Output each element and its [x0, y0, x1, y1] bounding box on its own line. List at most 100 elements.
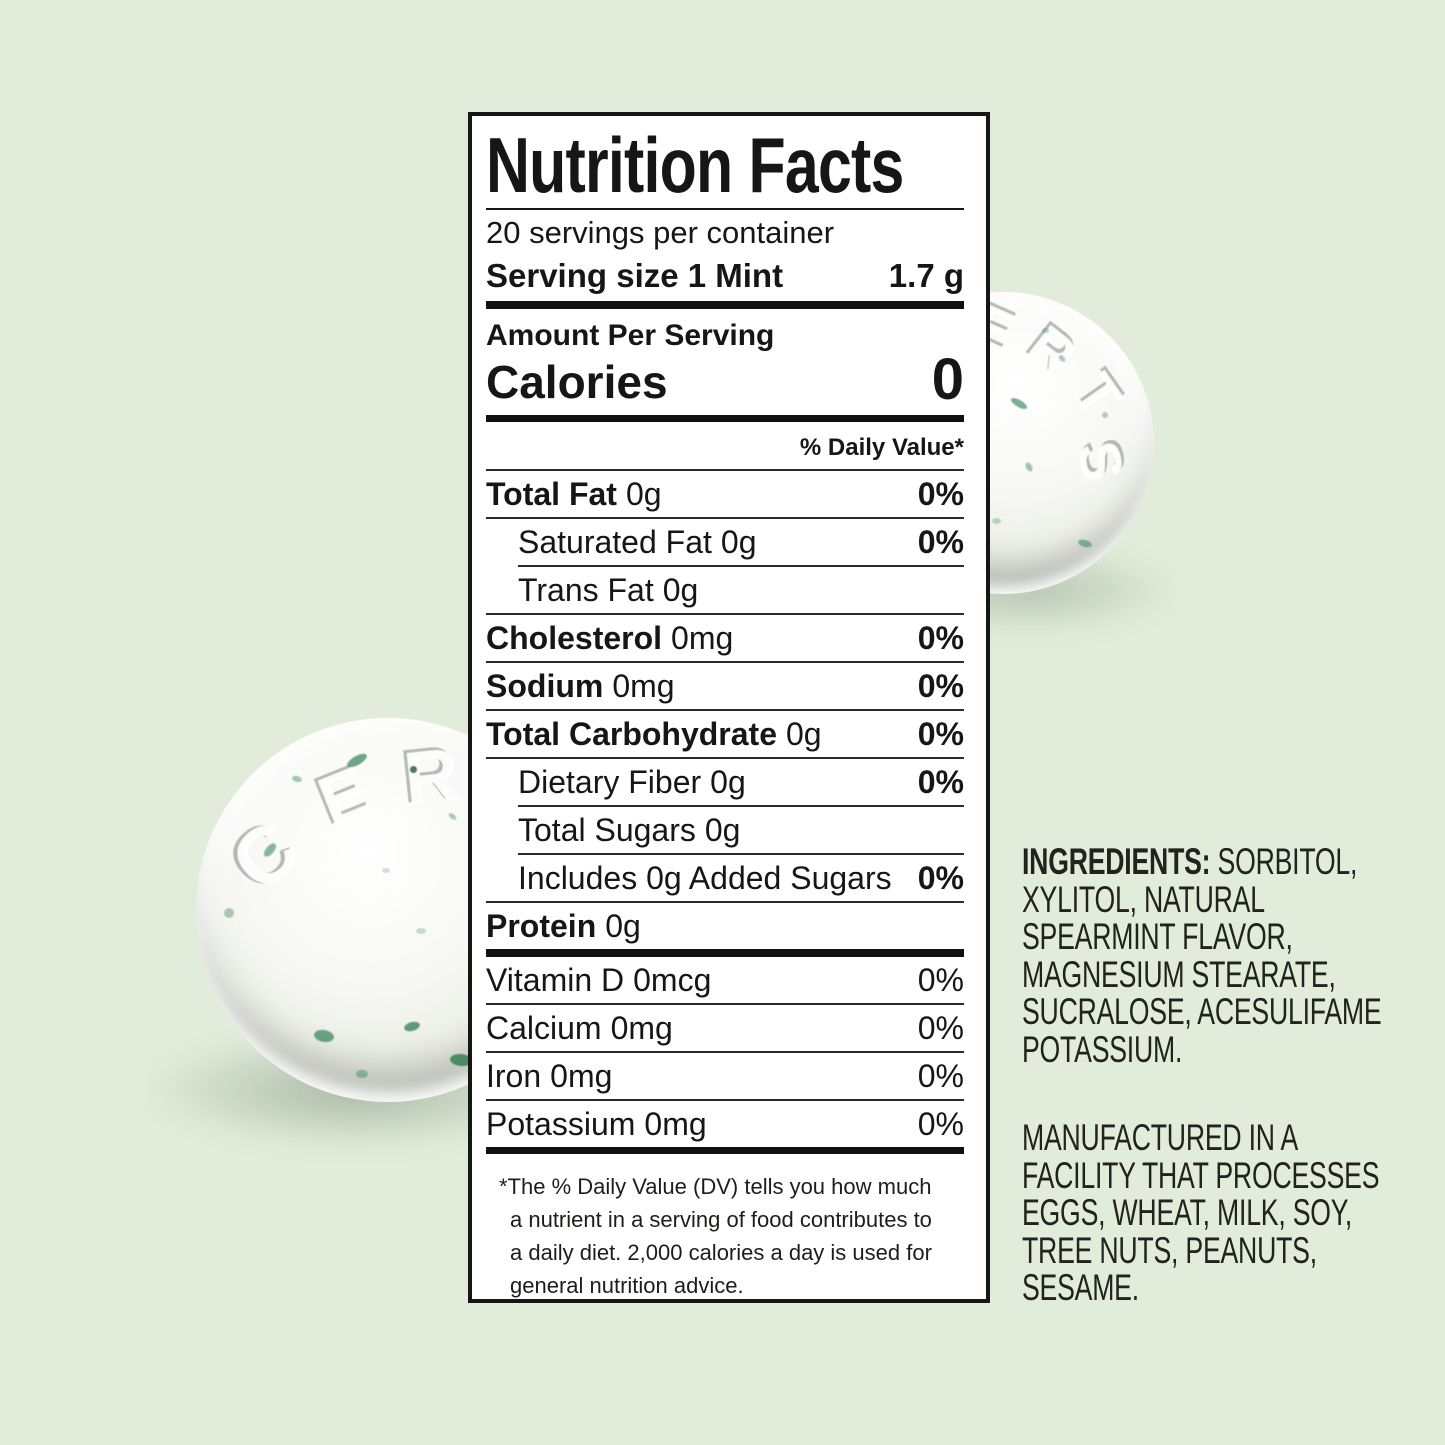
ingredients-line: XYLITOL, NATURAL [1022, 878, 1265, 920]
divider [486, 613, 964, 615]
embossed-letter: R [1014, 310, 1088, 388]
nutrient-amount: 0g [662, 571, 699, 608]
nutrient-name: Potassium [486, 1105, 636, 1142]
nutrient-daily-value: 0% [917, 1105, 964, 1142]
ingredients-heading: INGREDIENTS: [1022, 841, 1211, 882]
mint-speck [356, 1070, 368, 1078]
divider [486, 709, 964, 711]
nutrient-row-cholesterol: Cholesterol 0mg 0% [486, 615, 964, 661]
nutrition-facts-panel: Nutrition Facts 20 servings per containe… [468, 112, 990, 1303]
mint-speck [1042, 328, 1049, 333]
amount-per-serving-label: Amount Per Serving [486, 319, 775, 352]
nutrient-row-trans-fat: Trans Fat 0g [486, 567, 964, 613]
nutrient-row-saturated-fat: Saturated Fat 0g 0% [486, 519, 964, 565]
calories-value: 0 [931, 347, 964, 412]
nutrient-daily-value: 0% [917, 619, 964, 656]
nutrient-row-total-sugars: Total Sugars 0g [486, 807, 964, 853]
thick-divider [486, 949, 964, 957]
embossed-letter: S [1066, 433, 1138, 485]
nutrient-name: Protein [486, 907, 597, 944]
allergen-line: SESAME. [1022, 1267, 1139, 1308]
mint-speck [313, 1028, 335, 1044]
nutrient-daily-value: 0% [917, 961, 964, 998]
nutrient-daily-value: 0% [917, 763, 964, 800]
mint-speck [992, 518, 1001, 524]
nutrient-daily-value: 0% [917, 859, 964, 896]
nutrient-daily-value: 0% [917, 667, 964, 704]
nutrient-row-protein: Protein 0g [486, 903, 964, 949]
thick-divider [486, 301, 964, 309]
nutrient-daily-value: 0% [917, 523, 964, 560]
nutrient-name: Vitamin D [486, 961, 625, 998]
allergen-line: TREE NUTS, PEANUTS, [1022, 1229, 1317, 1271]
nutrient-name: Trans Fat [518, 571, 654, 608]
divider [486, 901, 964, 903]
thick-divider [486, 1147, 964, 1154]
divider [518, 565, 964, 567]
nutrient-amount: 0mg [644, 1105, 707, 1142]
embossed-letter: C [211, 803, 314, 909]
nutrient-row-total-fat: Total Fat 0g 0% [486, 471, 964, 517]
allergen-line: MANUFACTURED IN A [1022, 1117, 1299, 1158]
nutrient-row-vitamin-d: Vitamin D 0mcg 0% [486, 957, 964, 1003]
daily-value-footnote: *The % Daily Value (DV) tells you how mu… [499, 1174, 932, 1298]
ingredients-line: INGREDIENTS: SORBITOL, [1022, 841, 1358, 882]
nutrient-daily-value: 0% [917, 1009, 964, 1046]
embossed-letter: R [397, 730, 462, 821]
nutrient-amount: 0g [786, 715, 822, 752]
nutrient-daily-value: 0% [917, 475, 964, 512]
divider [518, 805, 964, 807]
nutrient-name: Iron [486, 1057, 542, 1094]
mint-speck [382, 868, 390, 873]
nutrient-name: Cholesterol [486, 619, 663, 656]
mint-speck [1077, 538, 1093, 549]
nutrient-row-calcium: Calcium 0mg 0% [486, 1005, 964, 1051]
ingredients-line: POTASSIUM. [1022, 1028, 1183, 1070]
calories-row: Calories 0 [486, 347, 964, 412]
nutrient-row-potassium: Potassium 0mg 0% [486, 1101, 964, 1147]
ingredients-line: SPEARMINT FLAVOR, [1022, 916, 1293, 957]
nutrient-amount: 0g [625, 475, 662, 512]
nutrient-amount: 0mg [612, 667, 675, 704]
divider [486, 469, 964, 471]
servings-per-container: 20 servings per container [486, 215, 835, 250]
ingredients-text: INGREDIENTS: SORBITOL, XYLITOL, NATURAL … [1022, 841, 1382, 1070]
divider [486, 661, 964, 663]
ingredients-line: SUCRALOSE, ACESULIFAME [1022, 991, 1382, 1032]
nutrient-name: Total Fat [486, 475, 617, 512]
nutrition-facts-title: Nutrition Facts [486, 121, 904, 209]
nutrient-name: Dietary Fiber [518, 763, 702, 800]
divider [486, 208, 964, 210]
divider [486, 1051, 964, 1053]
mint-speck [416, 928, 426, 934]
mint-speck [1102, 412, 1108, 418]
daily-value-header: % Daily Value* [799, 434, 964, 461]
nutrient-row-iron: Iron 0mg 0% [486, 1053, 964, 1099]
divider [486, 757, 964, 759]
serving-size-row: Serving size 1 Mint 1.7 g [486, 254, 964, 298]
nutrient-name: Sodium [486, 667, 604, 704]
mint-speck [224, 908, 234, 918]
ingredients-line: MAGNESIUM STEARATE, [1022, 953, 1336, 995]
nutrient-amount: 0g [720, 523, 757, 560]
embossed-letter: E [305, 750, 378, 840]
nutrient-amount: 0mg [610, 1009, 673, 1046]
nutrient-amount: 0g [710, 763, 746, 800]
divider [486, 1099, 964, 1101]
serving-size-label: Serving size 1 Mint [486, 257, 784, 294]
nutrient-name: Total Sugars [518, 811, 696, 848]
mint-speck [1023, 461, 1035, 473]
nutrient-name: Saturated Fat [518, 523, 712, 560]
thick-divider [486, 415, 964, 422]
nutrient-row-dietary-fiber: Dietary Fiber 0g 0% [486, 759, 964, 805]
mint-speck [403, 1020, 421, 1033]
nutrient-name: Includes 0g Added Sugars [518, 859, 892, 896]
nutrient-amount: 0mg [671, 619, 734, 656]
serving-size-value: 1.7 g [888, 257, 964, 294]
allergen-line: EGGS, WHEAT, MILK, SOY, [1022, 1192, 1353, 1233]
divider [518, 853, 964, 855]
allergen-text: MANUFACTURED IN A FACILITY THAT PROCESSE… [1022, 1119, 1379, 1307]
nutrient-row-total-carbohydrate: Total Carbohydrate 0g 0% [486, 711, 964, 757]
nutrient-name: Total Carbohydrate [486, 715, 777, 752]
